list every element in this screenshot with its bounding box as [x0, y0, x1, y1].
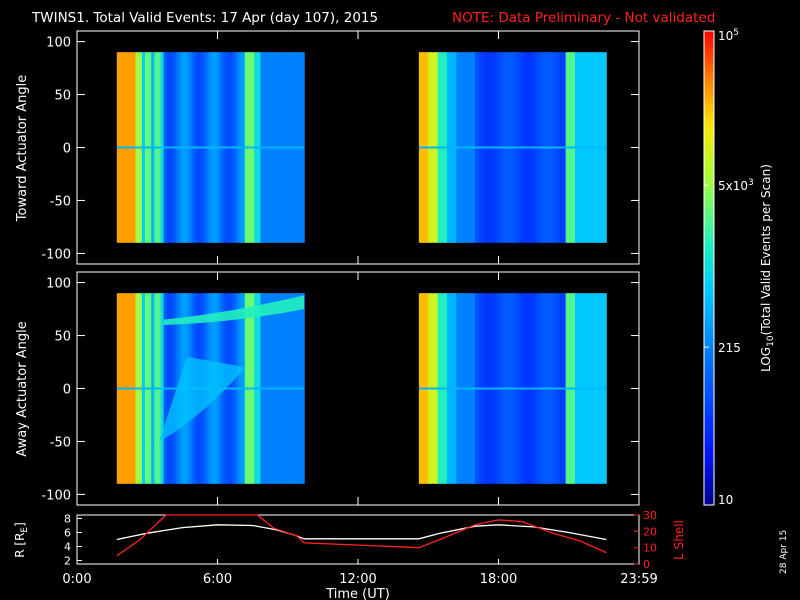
orbit-left-tick-label: 4 [64, 541, 71, 554]
colorbar-label: LOG10(Total Valid Events per Scan) [759, 164, 776, 372]
l-shell-line [116, 514, 607, 557]
x-tick-label: 23:59 [620, 572, 657, 587]
away-y-axis: 100 50 0 -50 -100 [41, 272, 640, 505]
orbit-left-tick-label: 2 [64, 555, 71, 568]
colorbar-tick-label: 10 [718, 493, 733, 507]
y-tick-label: 100 [46, 36, 71, 51]
x-tick-label: 6:00 [203, 572, 232, 587]
colorbar-ticks: 105 5x103 215 10 [704, 28, 754, 507]
y-tick-label: -50 [50, 435, 71, 450]
y-tick-label: 50 [54, 330, 71, 345]
colorbar-tick-label: 215 [718, 341, 741, 355]
x-tick-label: 12:00 [339, 572, 376, 587]
y-tick-label: -50 [50, 194, 71, 209]
toward-heatmap [116, 52, 607, 243]
colorbar-tick-label: 5x103 [718, 178, 754, 193]
y-tick-label: 50 [54, 89, 71, 104]
x-tick-label: 0:00 [62, 572, 91, 587]
orbit-right-tick-label: 30 [643, 509, 657, 522]
colorbar [703, 30, 715, 506]
orbit-right-tick-label: 20 [643, 525, 657, 538]
x-tick-label: 18:00 [480, 572, 517, 587]
orbit-ylabel-left: R [RE] [13, 522, 30, 558]
colorbar-tick-label: 105 [718, 28, 739, 43]
orbit-panel-frame [76, 514, 640, 565]
orbit-left-tick-label: 6 [64, 527, 71, 540]
orbit-lines [116, 514, 607, 557]
y-tick-label: -100 [41, 247, 71, 262]
orbit-right-tick-label: 10 [643, 542, 657, 555]
away-heatmap [116, 293, 607, 484]
toward-ylabel: Toward Actuator Angle [15, 75, 30, 222]
xaxis-label: Time (UT) [325, 587, 390, 600]
preliminary-note: NOTE: Data Preliminary - Not validated [452, 10, 715, 26]
heatmap-enhancement [158, 356, 246, 442]
chart-title: TWINS1. Total Valid Events: 17 Apr (day … [31, 10, 378, 26]
away-ylabel: Away Actuator Angle [15, 321, 30, 456]
heatmap-enhancement [163, 295, 305, 325]
y-tick-label: -100 [41, 488, 71, 503]
radius-line [116, 524, 607, 541]
time-axis: 0:00 6:00 12:00 18:00 23:59 [62, 572, 657, 587]
toward-y-axis: 100 50 0 -50 -100 [41, 31, 640, 264]
date-stamp: 28 Apr 15 [779, 530, 789, 574]
orbit-right-tick-label: 0 [643, 558, 650, 571]
y-tick-label: 100 [46, 277, 71, 292]
y-tick-label: 0 [63, 383, 71, 398]
orbit-ylabel-right: L Shell [672, 520, 686, 560]
y-tick-label: 0 [63, 142, 71, 157]
orbit-left-tick-label: 8 [64, 513, 71, 526]
